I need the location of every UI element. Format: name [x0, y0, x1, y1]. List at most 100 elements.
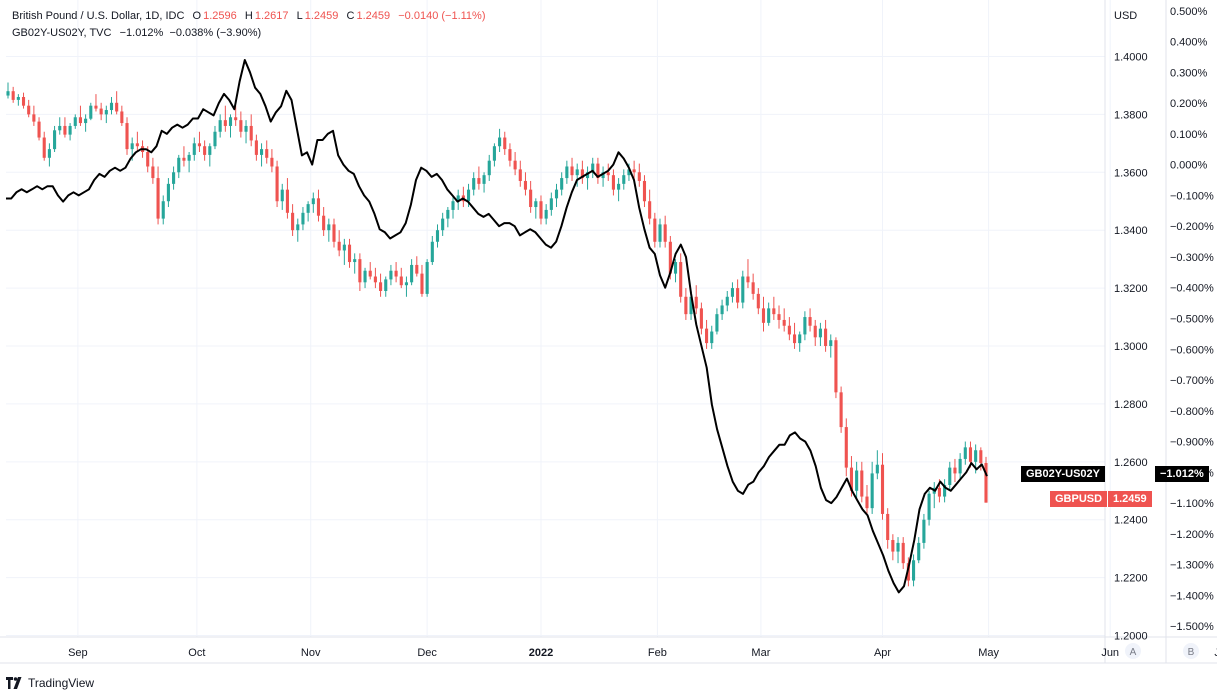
- candle: [135, 131, 139, 153]
- candle: [187, 152, 191, 173]
- price-axis[interactable]: 1.4000 1.3800 1.3600 1.3400 1.3200 1.3000 1.28…: [1114, 51, 1148, 642]
- candle-body: [880, 464, 885, 514]
- gbpusd-badge-value: 1.2459: [1113, 493, 1147, 505]
- candle: [280, 183, 284, 210]
- candle-body: [575, 169, 579, 176]
- candle: [534, 198, 538, 219]
- candle-body: [373, 276, 377, 283]
- candle-body: [715, 314, 719, 332]
- time-tick-label: Oct: [188, 647, 205, 659]
- candle-body: [394, 270, 398, 277]
- candle: [891, 534, 895, 561]
- spread-badge-value: −1.012%: [1160, 468, 1204, 480]
- candle: [441, 212, 445, 236]
- price-tick-label: 1.2800: [1114, 399, 1148, 411]
- candle: [767, 302, 771, 326]
- candle-body: [601, 172, 605, 179]
- candle-body: [958, 458, 962, 474]
- chart-frame: [0, 0, 1217, 664]
- candle-body: [679, 262, 683, 297]
- comparison-name[interactable]: GB02Y-US02Y, TVC: [12, 27, 112, 39]
- symbol-name[interactable]: British Pound / U.S. Dollar, 1D, IDC: [12, 10, 185, 22]
- candle: [617, 178, 621, 202]
- candle-body: [244, 125, 248, 132]
- candle: [912, 554, 916, 587]
- candle-body: [208, 146, 212, 155]
- candle-body: [94, 105, 98, 109]
- candle-body: [146, 152, 150, 167]
- candle: [192, 137, 196, 161]
- open-label: O: [192, 10, 202, 22]
- candle: [234, 105, 238, 126]
- candle-body: [47, 149, 51, 158]
- candle-body: [596, 163, 600, 179]
- candle: [508, 143, 512, 167]
- candle-body: [21, 96, 26, 106]
- candle-body: [68, 125, 72, 135]
- candle: [156, 166, 160, 225]
- time-axis[interactable]: Sep Oct Nov Dec 2022 Feb Mar Apr May Jun Jul: [68, 647, 1217, 659]
- candle-body: [306, 204, 310, 213]
- candle-body: [228, 117, 233, 126]
- candle-body: [11, 91, 15, 100]
- candle: [529, 180, 533, 213]
- candle: [658, 218, 662, 248]
- scale-button-a-label: A: [1130, 647, 1137, 658]
- candle-body: [689, 296, 693, 315]
- spread-line: [6, 59, 988, 594]
- price-tick-label: 1.2200: [1114, 573, 1148, 585]
- candle: [379, 273, 383, 297]
- tradingview-logo-icon: [6, 677, 22, 689]
- candle: [787, 317, 791, 341]
- candle: [513, 152, 517, 176]
- candle: [89, 102, 93, 121]
- candle-body: [648, 201, 652, 219]
- candle: [120, 105, 124, 126]
- candle-body: [280, 189, 284, 202]
- percent-axis[interactable]: 0.500% 0.400% 0.300% 0.200% 0.100% 0.000% −0.1…: [1170, 6, 1214, 633]
- candle-body: [622, 175, 626, 184]
- candle-body: [296, 224, 300, 231]
- tradingview-footer[interactable]: TradingView: [6, 676, 94, 690]
- candle: [751, 273, 755, 300]
- candle: [270, 149, 274, 173]
- axis-currency-label: USD: [1114, 10, 1137, 22]
- percent-tick-label: −1.400%: [1170, 590, 1214, 602]
- candle: [591, 157, 595, 179]
- brand-name: TradingView: [28, 676, 95, 690]
- candle: [84, 114, 88, 132]
- candle-body: [89, 105, 93, 119]
- candle: [622, 169, 626, 190]
- scale-button-b[interactable]: B: [1183, 643, 1199, 659]
- candle-body: [751, 282, 755, 294]
- candle: [694, 285, 698, 315]
- candle-body: [389, 270, 393, 280]
- grid-lines: [6, 0, 1111, 637]
- candle: [984, 456, 988, 503]
- candle: [782, 308, 786, 332]
- header-line-2: GB02Y-US02Y, TVC −1.012% −0.038% (−3.90%…: [12, 27, 263, 39]
- candle-body: [870, 473, 874, 509]
- candle: [772, 296, 776, 320]
- candle-body: [156, 178, 160, 219]
- gbpusd-candles: [6, 82, 988, 587]
- candle: [358, 253, 362, 291]
- candle-body: [720, 305, 724, 315]
- candle: [492, 143, 496, 167]
- candle: [844, 418, 848, 477]
- scale-button-a[interactable]: A: [1125, 643, 1141, 659]
- spread-value-badge: −1.012%: [1155, 466, 1209, 482]
- candle-body: [549, 198, 553, 210]
- candle: [172, 166, 176, 190]
- candle-body: [839, 392, 843, 428]
- candle-body: [125, 123, 129, 150]
- candle-body: [725, 296, 729, 306]
- candle: [554, 183, 559, 208]
- candle-body: [927, 493, 931, 520]
- candle-body: [130, 143, 134, 150]
- candle-body: [322, 215, 326, 231]
- candle-body: [663, 224, 667, 242]
- candle: [109, 96, 114, 115]
- candle: [523, 172, 528, 196]
